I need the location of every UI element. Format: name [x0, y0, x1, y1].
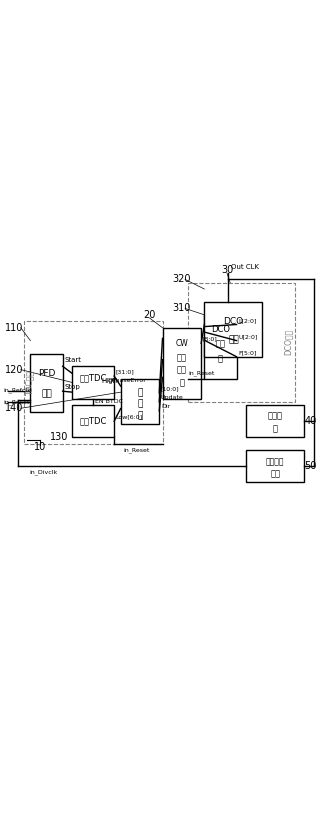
Text: 130: 130	[50, 432, 69, 442]
Text: 数字: 数字	[177, 353, 187, 362]
Text: 碰: 碰	[137, 400, 143, 408]
Bar	[121, 379, 159, 425]
Text: 三分频: 三分频	[268, 412, 283, 421]
Text: 20: 20	[143, 309, 156, 320]
Text: in_Reset: in_Reset	[124, 447, 150, 453]
Bar	[162, 328, 201, 398]
Text: Out CLK: Out CLK	[231, 263, 259, 270]
Text: High: High	[101, 379, 117, 384]
Text: 整数TDC: 整数TDC	[80, 373, 107, 382]
Text: 可变模分: 可变模分	[266, 457, 284, 466]
Text: [8:0]: [8:0]	[203, 337, 217, 342]
Bar	[31, 354, 63, 412]
Text: in_Reset: in_Reset	[188, 370, 214, 376]
Bar	[72, 405, 114, 437]
Text: [31:0]: [31:0]	[116, 370, 135, 374]
Text: 滤波: 滤波	[177, 365, 187, 374]
Text: CW: CW	[176, 339, 188, 348]
Text: 140: 140	[5, 403, 23, 413]
Text: DCO: DCO	[223, 317, 243, 326]
Text: 40: 40	[305, 416, 317, 426]
Text: Stop: Stop	[64, 384, 80, 389]
Bar	[188, 282, 294, 402]
Text: F[5:0]: F[5:0]	[238, 350, 257, 355]
Text: 器: 器	[179, 379, 184, 388]
Text: in_Refclk: in_Refclk	[3, 388, 31, 393]
Text: 电路: 电路	[41, 389, 52, 398]
Text: Dir: Dir	[161, 404, 170, 409]
Text: 30: 30	[221, 265, 233, 275]
Text: 320: 320	[173, 274, 191, 285]
Text: 50: 50	[305, 461, 317, 472]
Text: in_Divclk: in_Divclk	[29, 469, 58, 475]
Text: L[2:0]: L[2:0]	[238, 318, 257, 323]
Text: DPhaseError: DPhaseError	[108, 378, 147, 384]
Text: DCO模块: DCO模块	[284, 329, 293, 356]
Text: in_Reset: in_Reset	[3, 399, 29, 405]
Text: 积: 积	[137, 388, 143, 398]
Text: 频器: 频器	[270, 470, 280, 479]
Text: EN BTDC: EN BTDC	[95, 399, 123, 404]
Text: [10:0]: [10:0]	[161, 386, 179, 391]
Bar	[72, 366, 114, 398]
Text: 器: 器	[273, 425, 278, 434]
Bar	[246, 450, 304, 482]
Text: DCO: DCO	[211, 324, 230, 333]
Text: 310: 310	[173, 304, 191, 314]
Text: TDC模块: TDC模块	[26, 370, 34, 395]
Text: 120: 120	[5, 365, 23, 374]
Bar	[204, 302, 262, 356]
Bar	[24, 321, 162, 444]
Text: 器: 器	[218, 354, 223, 363]
Text: 10: 10	[34, 442, 46, 452]
Text: 器: 器	[137, 411, 143, 420]
Text: 译码: 译码	[215, 339, 226, 348]
Text: 电路: 电路	[228, 336, 239, 345]
Text: Start: Start	[64, 357, 81, 363]
Text: Update: Update	[161, 395, 184, 400]
Text: 小数TDC: 小数TDC	[80, 416, 107, 425]
Text: U[2:0]: U[2:0]	[238, 334, 258, 339]
Text: 110: 110	[5, 323, 23, 332]
Text: PFD: PFD	[38, 370, 55, 379]
Text: Low[6:0]: Low[6:0]	[116, 415, 143, 420]
Bar	[246, 405, 304, 437]
Bar	[204, 315, 237, 379]
